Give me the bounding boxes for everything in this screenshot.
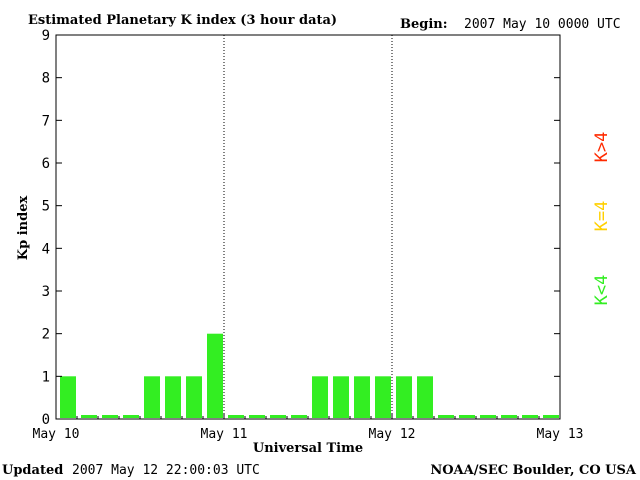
plot-area-frame <box>55 34 561 420</box>
kp-bar-19 <box>459 415 475 418</box>
chart-title: Estimated Planetary K index (3 hour data… <box>28 13 337 28</box>
kp-bar-2 <box>102 415 118 418</box>
kp-bar-5 <box>165 376 181 418</box>
legend-k-greater-than-4: K>4 <box>592 132 612 163</box>
kp-bar-22 <box>522 415 538 418</box>
kp-bar-15 <box>375 376 391 418</box>
y-tick-label-1: 1 <box>42 369 50 385</box>
kp-bar-7 <box>207 333 223 418</box>
x-axis-label: Universal Time <box>253 441 363 456</box>
kp-bar-20 <box>480 415 496 418</box>
kp-bar-6 <box>186 376 202 418</box>
kp-bar-17 <box>417 376 433 418</box>
y-tick-label-0: 0 <box>42 412 50 428</box>
kp-bar-14 <box>354 376 370 418</box>
kp-bar-8 <box>228 415 244 418</box>
y-axis-label: Kp index <box>16 196 31 261</box>
begin-value: 2007 May 10 0000 UTC <box>464 17 621 32</box>
kp-bar-4 <box>144 376 160 418</box>
updated-value: 2007 May 12 22:00:03 UTC <box>72 463 260 478</box>
y-tick-label-4: 4 <box>42 241 50 257</box>
kp-bar-12 <box>312 376 328 418</box>
y-tick-label-2: 2 <box>42 327 50 343</box>
kp-bar-0 <box>60 376 76 418</box>
legend-k-less-than-4: K<4 <box>592 275 612 306</box>
kp-bar-3 <box>123 415 139 418</box>
kp-bar-9 <box>249 415 265 418</box>
x-tick-label-2: May 12 <box>369 427 416 442</box>
x-tick-label-0: May 10 <box>33 427 80 442</box>
kp-bar-13 <box>333 376 349 418</box>
x-tick-label-1: May 11 <box>201 427 248 442</box>
x-tick-label-3: May 13 <box>537 427 584 442</box>
kp-bar-10 <box>270 415 286 418</box>
kp-bar-21 <box>501 415 517 418</box>
y-tick-label-3: 3 <box>42 284 50 300</box>
kp-bar-1 <box>81 415 97 418</box>
kp-bar-16 <box>396 376 412 418</box>
y-tick-label-8: 8 <box>42 71 50 87</box>
updated-label: Updated <box>2 463 63 478</box>
y-tick-label-7: 7 <box>42 113 50 129</box>
legend-k-equal-4: K=4 <box>592 201 612 232</box>
y-tick-label-5: 5 <box>42 199 50 215</box>
y-tick-label-6: 6 <box>42 156 50 172</box>
y-tick-label-9: 9 <box>42 28 50 44</box>
source-credit: NOAA/SEC Boulder, CO USA <box>430 463 637 478</box>
kp-bar-11 <box>291 415 307 418</box>
begin-label: Begin: <box>400 17 448 32</box>
kp-bar-23 <box>543 415 559 418</box>
kp-bar-18 <box>438 415 454 418</box>
